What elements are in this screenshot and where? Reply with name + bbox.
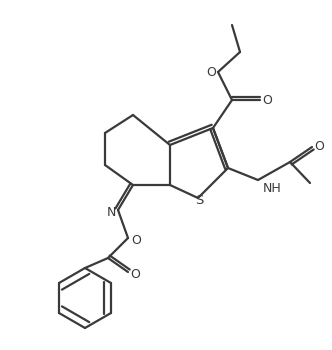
- Text: N: N: [106, 205, 116, 218]
- Text: O: O: [131, 233, 141, 246]
- Text: O: O: [130, 267, 140, 280]
- Text: O: O: [206, 65, 216, 78]
- Text: NH: NH: [263, 182, 282, 195]
- Text: O: O: [314, 140, 324, 154]
- Text: S: S: [195, 194, 203, 206]
- Text: O: O: [262, 93, 272, 106]
